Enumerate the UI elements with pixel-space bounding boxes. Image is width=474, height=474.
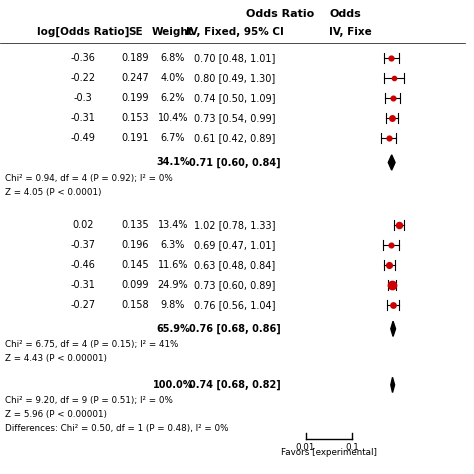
Text: -0.22: -0.22 xyxy=(70,73,96,83)
Text: -0.31: -0.31 xyxy=(71,280,95,290)
Text: -0.46: -0.46 xyxy=(71,260,95,270)
Text: -0.27: -0.27 xyxy=(70,300,96,310)
Text: -0.3: -0.3 xyxy=(73,93,92,103)
Text: 0.247: 0.247 xyxy=(121,73,149,83)
Text: 0.73 [0.60, 0.89]: 0.73 [0.60, 0.89] xyxy=(194,280,275,290)
Text: 0.189: 0.189 xyxy=(121,53,149,64)
Text: 6.2%: 6.2% xyxy=(161,93,185,103)
Text: 6.7%: 6.7% xyxy=(161,134,185,144)
Text: -0.31: -0.31 xyxy=(71,113,95,123)
Text: 0.70 [0.48, 1.01]: 0.70 [0.48, 1.01] xyxy=(194,53,275,64)
Text: Weight: Weight xyxy=(152,27,194,37)
Text: 0.71 [0.60, 0.84]: 0.71 [0.60, 0.84] xyxy=(189,157,281,168)
Text: 0.01: 0.01 xyxy=(296,443,315,452)
Polygon shape xyxy=(388,155,395,170)
Text: 0.61 [0.42, 0.89]: 0.61 [0.42, 0.89] xyxy=(194,134,275,144)
Text: 10.4%: 10.4% xyxy=(158,113,188,123)
Text: 0.73 [0.54, 0.99]: 0.73 [0.54, 0.99] xyxy=(194,113,275,123)
Text: 0.191: 0.191 xyxy=(121,134,149,144)
Polygon shape xyxy=(391,321,395,337)
Text: 9.8%: 9.8% xyxy=(161,300,185,310)
Text: 34.1%: 34.1% xyxy=(156,157,190,167)
Text: 6.8%: 6.8% xyxy=(161,53,185,64)
Text: SE: SE xyxy=(128,27,142,37)
Text: 0.63 [0.48, 0.84]: 0.63 [0.48, 0.84] xyxy=(194,260,275,270)
Text: 1.02 [0.78, 1.33]: 1.02 [0.78, 1.33] xyxy=(194,219,275,229)
Text: 0.099: 0.099 xyxy=(121,280,149,290)
Text: -0.49: -0.49 xyxy=(71,134,95,144)
Text: Z = 4.43 (P < 0.00001): Z = 4.43 (P < 0.00001) xyxy=(5,355,107,364)
Text: Favors [experimental]: Favors [experimental] xyxy=(281,447,377,456)
Text: 0.74 [0.68, 0.82]: 0.74 [0.68, 0.82] xyxy=(189,380,281,390)
Text: 0.76 [0.68, 0.86]: 0.76 [0.68, 0.86] xyxy=(189,324,281,334)
Text: 0.145: 0.145 xyxy=(121,260,149,270)
Text: 0.1: 0.1 xyxy=(345,443,359,452)
Text: 0.74 [0.50, 1.09]: 0.74 [0.50, 1.09] xyxy=(194,93,275,103)
Text: IV, Fixe: IV, Fixe xyxy=(329,27,372,37)
Text: -0.36: -0.36 xyxy=(71,53,95,64)
Text: Odds Ratio: Odds Ratio xyxy=(246,9,314,19)
Text: -0.37: -0.37 xyxy=(71,240,95,250)
Text: Differences: Chi² = 0.50, df = 1 (P = 0.48), I² = 0%: Differences: Chi² = 0.50, df = 1 (P = 0.… xyxy=(5,425,228,434)
Text: 0.196: 0.196 xyxy=(121,240,149,250)
Text: Chi² = 9.20, df = 9 (P = 0.51); I² = 0%: Chi² = 9.20, df = 9 (P = 0.51); I² = 0% xyxy=(5,396,173,405)
Text: 6.3%: 6.3% xyxy=(161,240,185,250)
Text: Chi² = 6.75, df = 4 (P = 0.15); I² = 41%: Chi² = 6.75, df = 4 (P = 0.15); I² = 41% xyxy=(5,340,178,349)
Text: 0.135: 0.135 xyxy=(121,219,149,229)
Text: Odds: Odds xyxy=(329,9,361,19)
Text: 65.9%: 65.9% xyxy=(156,324,190,334)
Text: 4.0%: 4.0% xyxy=(161,73,185,83)
Text: 0.199: 0.199 xyxy=(121,93,149,103)
Text: 100.0%: 100.0% xyxy=(153,380,193,390)
Text: 0.158: 0.158 xyxy=(121,300,149,310)
Text: 13.4%: 13.4% xyxy=(158,219,188,229)
Text: 11.6%: 11.6% xyxy=(158,260,188,270)
Text: 0.69 [0.47, 1.01]: 0.69 [0.47, 1.01] xyxy=(194,240,275,250)
Text: 0.76 [0.56, 1.04]: 0.76 [0.56, 1.04] xyxy=(194,300,275,310)
Text: IV, Fixed, 95% CI: IV, Fixed, 95% CI xyxy=(186,27,283,37)
Text: log[Odds Ratio]: log[Odds Ratio] xyxy=(37,27,129,37)
Text: Chi² = 0.94, df = 4 (P = 0.92); I² = 0%: Chi² = 0.94, df = 4 (P = 0.92); I² = 0% xyxy=(5,174,173,183)
Text: Z = 4.05 (P < 0.0001): Z = 4.05 (P < 0.0001) xyxy=(5,188,101,197)
Text: Z = 5.96 (P < 0.00001): Z = 5.96 (P < 0.00001) xyxy=(5,410,107,419)
Text: 0.153: 0.153 xyxy=(121,113,149,123)
Text: 0.02: 0.02 xyxy=(72,219,94,229)
Polygon shape xyxy=(391,377,394,392)
Text: 24.9%: 24.9% xyxy=(158,280,188,290)
Text: 0.80 [0.49, 1.30]: 0.80 [0.49, 1.30] xyxy=(194,73,275,83)
